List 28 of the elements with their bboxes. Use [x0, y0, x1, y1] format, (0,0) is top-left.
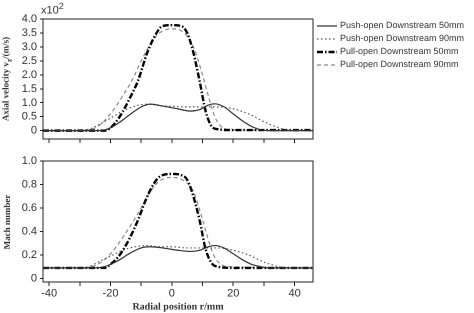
y-axis-title: Mach number: [2, 194, 12, 249]
y-tick-label: 0: [30, 272, 37, 285]
legend-label: Push-open Downstream 50mm: [340, 19, 464, 32]
legend-label: Pull-open Downstream 90mm: [340, 58, 459, 71]
y-tick-label: 3.5: [22, 26, 37, 39]
text: x10$^{2}$: [41, 1, 64, 17]
y-tick-label: 4.0: [22, 13, 37, 26]
y-tick-label: 0.2: [22, 249, 37, 262]
legend-label: Push-open Downstream 90mm: [340, 32, 464, 45]
y-tick-label: 1.0: [22, 96, 37, 109]
line-series: [43, 244, 313, 269]
y-tick-label: 3.0: [22, 40, 37, 53]
x-tick-label: -20: [102, 288, 118, 300]
y-tick-label: 0: [30, 124, 37, 137]
y-tick-label: 0.4: [22, 226, 37, 238]
x-tick-label: 40: [288, 288, 301, 300]
x-tick-label: 0: [168, 288, 175, 300]
y-tick-label: 0.8: [22, 178, 37, 191]
y-tick-label: 2.5: [22, 54, 37, 67]
y-tick-label: 2.0: [22, 68, 37, 81]
y-tick-label: 0.5: [22, 110, 37, 123]
x-axis-title: Radial position r/mm: [132, 302, 224, 313]
x-tick-label: 20: [227, 288, 240, 300]
y-tick-label: 1.0: [22, 155, 37, 168]
legend-label: Pull-open Downstream 50mm: [340, 45, 459, 58]
y-tick-label: 0.6: [22, 202, 37, 214]
x-tick-label: -40: [41, 288, 58, 300]
y-tick-label: 1.5: [22, 82, 37, 95]
